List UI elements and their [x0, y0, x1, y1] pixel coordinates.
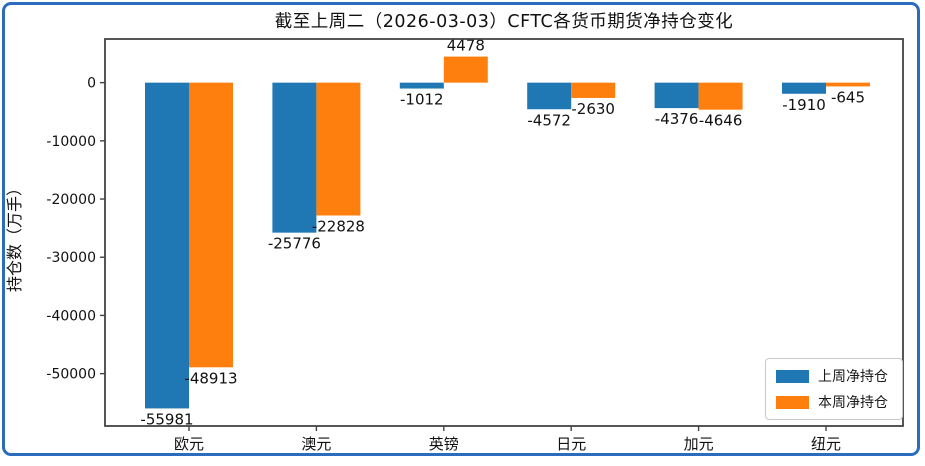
bar-value-label-prev-week-eur: -55981: [140, 410, 193, 428]
y-tick-label: 0: [87, 76, 96, 92]
bar-value-label-prev-week-aud: -25776: [268, 235, 321, 253]
x-tick-label-jpy: 日元: [556, 435, 586, 453]
y-tick-label: -30000: [46, 250, 96, 266]
legend-entry-prev-week: 上周净持仓: [776, 366, 888, 386]
bar-value-label-prev-week-cad: -4376: [655, 110, 699, 128]
x-tick-label-cad: 加元: [684, 435, 714, 453]
legend-swatch-prev-week: [776, 369, 809, 383]
bar-prev-week-aud: [272, 82, 317, 233]
bar-this-week-cad: [698, 82, 743, 110]
bar-this-week-gbp: [443, 56, 488, 83]
x-tick-label-nzd: 纽元: [811, 435, 841, 453]
bar-prev-week-gbp: [399, 82, 444, 89]
bar-value-label-this-week-nzd: -645: [831, 88, 865, 106]
x-tick-label-eur: 欧元: [174, 435, 204, 453]
bar-this-week-nzd: [826, 82, 870, 87]
bar-value-label-this-week-jpy: -2630: [571, 100, 615, 118]
legend-swatch-this-week: [776, 395, 809, 409]
bar-this-week-aud: [316, 82, 361, 216]
x-tick-label-aud: 澳元: [301, 435, 331, 453]
bar-value-label-this-week-aud: -22828: [312, 217, 365, 235]
bar-prev-week-nzd: [782, 82, 826, 94]
legend-entry-this-week: 本周净持仓: [776, 392, 888, 412]
bar-this-week-eur: [189, 82, 233, 368]
bar-this-week-jpy: [571, 82, 616, 98]
legend-label-this-week: 本周净持仓: [818, 395, 888, 411]
x-tick-label-gbp: 英镑: [429, 435, 459, 453]
chart-title: 截至上周二（2026-03-03）CFTC各货币期货净持仓变化: [274, 12, 734, 32]
bar-value-label-prev-week-nzd: -1910: [782, 96, 826, 114]
y-tick-label: -50000: [46, 367, 96, 383]
legend: 上周净持仓本周净持仓: [765, 358, 903, 420]
y-tick-label: -20000: [46, 192, 96, 208]
bar-value-label-this-week-cad: -4646: [699, 112, 743, 130]
bar-value-label-this-week-gbp: 4478: [447, 37, 485, 55]
bar-prev-week-cad: [654, 82, 699, 109]
bar-value-label-prev-week-gbp: -1012: [400, 91, 444, 109]
bar-prev-week-eur: [145, 82, 189, 409]
y-tick-label: -40000: [46, 308, 96, 324]
y-tick-label: -10000: [46, 134, 96, 150]
bar-value-label-prev-week-jpy: -4572: [527, 111, 571, 129]
legend-label-prev-week: 上周净持仓: [818, 369, 888, 385]
bar-prev-week-jpy: [527, 82, 572, 110]
plot-area-spines: [104, 38, 904, 427]
bar-value-label-this-week-eur: -48913: [184, 369, 237, 387]
